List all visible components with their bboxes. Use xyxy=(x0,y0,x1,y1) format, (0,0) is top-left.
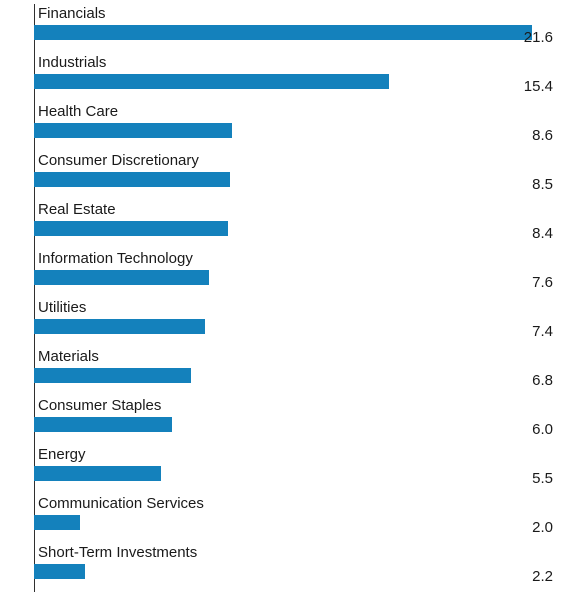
value-label: 6.8 xyxy=(503,372,553,389)
category-label: Utilities xyxy=(38,299,86,316)
bar xyxy=(34,270,209,285)
chart-row: Financials 21.6 xyxy=(34,4,553,53)
category-label: Materials xyxy=(38,348,99,365)
chart-row: Utilities 7.4 xyxy=(34,298,553,347)
category-label: Communication Services xyxy=(38,495,204,512)
value-label: 8.6 xyxy=(503,127,553,144)
value-label: 8.4 xyxy=(503,225,553,242)
chart-row: Short-Term Investments 2.2 xyxy=(34,543,553,592)
chart-row: Information Technology 7.6 xyxy=(34,249,553,298)
sector-allocation-chart: Financials 21.6 Industrials 15.4 Health Care… xyxy=(0,0,573,598)
category-label: Consumer Discretionary xyxy=(38,152,199,169)
value-label: 5.5 xyxy=(503,470,553,487)
bar xyxy=(34,368,191,383)
value-label: 6.0 xyxy=(503,421,553,438)
value-label: 2.2 xyxy=(503,568,553,585)
bar xyxy=(34,25,532,40)
bar xyxy=(34,172,230,187)
category-label: Short-Term Investments xyxy=(38,544,197,561)
chart-row: Industrials 15.4 xyxy=(34,53,553,102)
chart-row: Consumer Staples 6.0 xyxy=(34,396,553,445)
category-label: Real Estate xyxy=(38,201,116,218)
chart-row: Materials 6.8 xyxy=(34,347,553,396)
category-label: Information Technology xyxy=(38,250,193,267)
category-label: Consumer Staples xyxy=(38,397,161,414)
chart-row: Real Estate 8.4 xyxy=(34,200,553,249)
value-label: 21.6 xyxy=(503,29,553,46)
category-label: Energy xyxy=(38,446,86,463)
value-label: 7.4 xyxy=(503,323,553,340)
chart-row: Energy 5.5 xyxy=(34,445,553,494)
category-label: Industrials xyxy=(38,54,106,71)
bar xyxy=(34,74,389,89)
bar xyxy=(34,466,161,481)
category-label: Health Care xyxy=(38,103,118,120)
value-label: 2.0 xyxy=(503,519,553,536)
value-label: 15.4 xyxy=(503,78,553,95)
bar xyxy=(34,123,232,138)
chart-rows: Financials 21.6 Industrials 15.4 Health Care… xyxy=(34,4,553,592)
bar xyxy=(34,515,80,530)
bar xyxy=(34,417,172,432)
value-label: 7.6 xyxy=(503,274,553,291)
chart-row: Communication Services 2.0 xyxy=(34,494,553,543)
bar xyxy=(34,221,228,236)
chart-row: Health Care 8.6 xyxy=(34,102,553,151)
category-label: Financials xyxy=(38,5,106,22)
chart-row: Consumer Discretionary 8.5 xyxy=(34,151,553,200)
bar xyxy=(34,564,85,579)
value-label: 8.5 xyxy=(503,176,553,193)
bar xyxy=(34,319,205,334)
